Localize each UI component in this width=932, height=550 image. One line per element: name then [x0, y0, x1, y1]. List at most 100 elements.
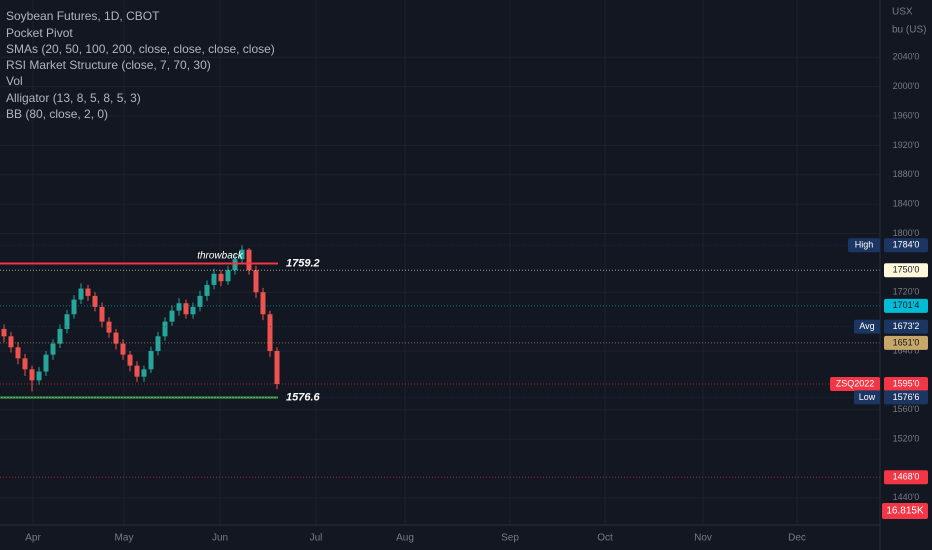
price-label-box	[884, 263, 928, 278]
price-name: Avg	[859, 321, 874, 331]
x-tick-label: Jun	[212, 533, 228, 544]
chart-title: Soybean Futures, 1D, CBOT	[6, 9, 160, 23]
candle-body	[106, 321, 112, 333]
candle-body	[127, 354, 133, 366]
price-label-box	[884, 335, 928, 350]
x-tick-label: Aug	[396, 533, 414, 544]
price-label-box	[884, 298, 928, 313]
candle-body	[253, 270, 259, 293]
candle-body	[218, 273, 224, 282]
indicator: RSI Market Structure (close, 7, 70, 30)	[6, 58, 211, 72]
y-tick-label: 1560'0	[893, 404, 920, 414]
y-tick-label: 1840'0	[893, 199, 920, 209]
candle-body	[141, 369, 147, 377]
candle-body	[148, 350, 154, 370]
candle-body	[92, 295, 98, 307]
annotation: throwback	[197, 251, 244, 262]
y-tick-label: 1720'0	[893, 287, 920, 297]
y-tick-label: 1520'0	[893, 433, 920, 443]
price-label: 1784'0	[893, 240, 920, 250]
volume-label: 16.815K	[886, 506, 924, 517]
price-name: ZSQ2022	[836, 378, 875, 388]
candle-body	[239, 249, 245, 260]
candle-body	[260, 292, 266, 315]
candle-body	[211, 273, 217, 285]
level-label: 1576.6	[286, 391, 321, 403]
price-name: High	[855, 240, 874, 250]
candle-body	[57, 328, 63, 344]
candle-body	[134, 365, 140, 377]
price-label: 1750'0	[893, 265, 920, 275]
price-label: 1701'4	[893, 300, 920, 310]
candle-body	[204, 284, 210, 296]
price-label: 1468'0	[893, 472, 920, 482]
unit: bu (US)	[892, 25, 926, 36]
volume-label-box	[882, 503, 928, 519]
price-name-box	[854, 390, 880, 405]
candle-body	[176, 303, 182, 311]
candle-body	[36, 371, 42, 381]
candle-body	[43, 354, 49, 372]
candle-body	[64, 314, 70, 329]
candle-body	[162, 321, 168, 337]
price-name-box	[848, 238, 880, 253]
candle-body	[183, 303, 189, 315]
y-tick-label: 1960'0	[893, 110, 920, 120]
candle-body	[246, 249, 252, 271]
indicator: SMAs (20, 50, 100, 200, close, close, cl…	[6, 42, 275, 56]
price-label-box	[884, 390, 928, 405]
indicator: BB (80, close, 2, 0)	[6, 107, 108, 121]
x-tick-label: May	[115, 533, 134, 544]
price-label-box	[884, 470, 928, 485]
candle-body	[120, 343, 126, 355]
candle-body	[15, 347, 21, 359]
y-tick-label: 1640'0	[893, 345, 920, 355]
candle-body	[169, 310, 175, 322]
x-tick-label: Sep	[501, 533, 519, 544]
price-label-box	[884, 377, 928, 392]
y-tick-label: 1920'0	[893, 140, 920, 150]
candle-body	[225, 270, 231, 282]
candle-body	[190, 306, 196, 315]
y-tick-label: 1880'0	[893, 169, 920, 179]
candle-body	[71, 299, 77, 315]
candle-body	[99, 306, 105, 322]
price-name-box	[830, 377, 880, 392]
x-tick-label: Oct	[597, 533, 613, 544]
y-tick-label: 1800'0	[893, 228, 920, 238]
y-tick-label: 2000'0	[893, 81, 920, 91]
x-tick-label: Nov	[694, 533, 712, 544]
price-name-box	[854, 319, 880, 334]
price-label: 1595'0	[893, 378, 920, 388]
indicator: Vol	[6, 74, 23, 88]
candle-body	[155, 336, 161, 351]
candle-body	[22, 358, 28, 370]
price-name: Low	[859, 392, 876, 402]
level-label: 1759.2	[286, 257, 320, 269]
candle-body	[29, 369, 35, 381]
candle-body	[113, 332, 119, 344]
price-label: 1673'2	[893, 321, 920, 331]
candle-body	[8, 336, 14, 348]
indicator: Alligator (13, 8, 5, 8, 5, 3)	[6, 91, 141, 105]
candle-body	[232, 259, 238, 271]
y-tick-label: 1440'0	[893, 492, 920, 502]
currency: USX	[892, 7, 913, 18]
price-label: 1651'0	[893, 337, 920, 347]
x-tick-label: Jul	[310, 533, 323, 544]
x-tick-label: Apr	[25, 533, 41, 544]
candle-body	[50, 343, 56, 355]
candle-body	[197, 295, 203, 307]
candle-body	[267, 314, 273, 351]
price-label-box	[884, 238, 928, 253]
price-label-box	[884, 319, 928, 334]
candle-body	[85, 288, 91, 296]
candle-body	[274, 350, 280, 385]
indicator: Pocket Pivot	[6, 26, 73, 40]
price-label: 1576'6	[893, 392, 920, 402]
candle-body	[1, 328, 7, 337]
candle-body	[78, 288, 84, 300]
y-tick-label: 2040'0	[893, 52, 920, 62]
